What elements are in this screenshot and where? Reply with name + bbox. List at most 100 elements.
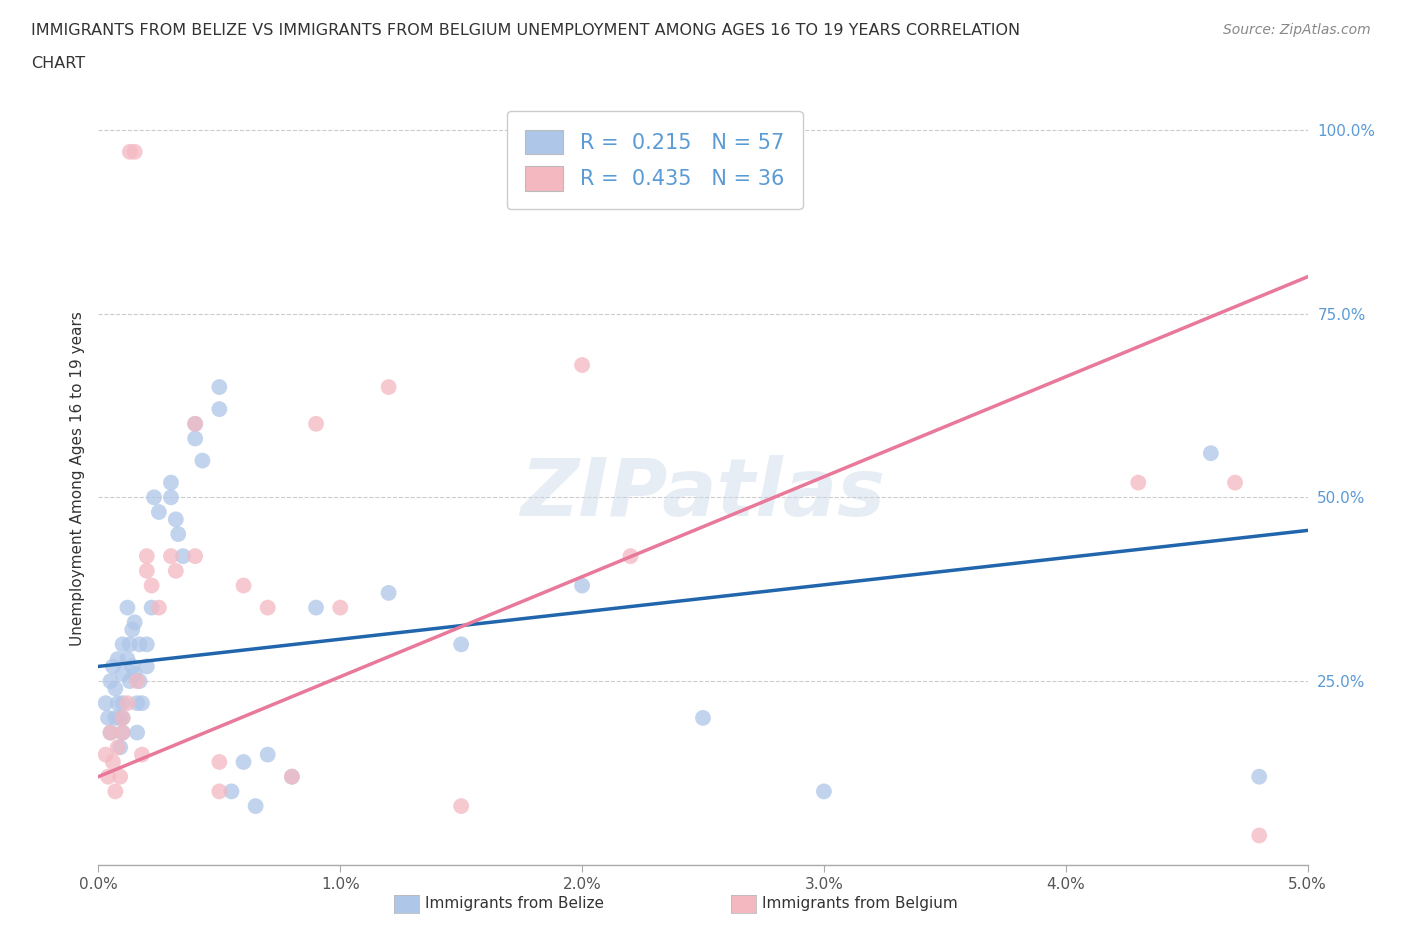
Point bbox=[1249, 769, 1271, 784]
Point bbox=[118, 637, 141, 652]
Point bbox=[97, 769, 120, 784]
Point bbox=[305, 600, 328, 615]
Point bbox=[245, 799, 267, 814]
Point bbox=[167, 526, 190, 541]
Point bbox=[104, 711, 127, 725]
Point bbox=[135, 637, 157, 652]
Point bbox=[111, 666, 134, 681]
Text: IMMIGRANTS FROM BELIZE VS IMMIGRANTS FROM BELGIUM UNEMPLOYMENT AMONG AGES 16 TO : IMMIGRANTS FROM BELIZE VS IMMIGRANTS FRO… bbox=[31, 23, 1021, 38]
Text: Source: ZipAtlas.com: Source: ZipAtlas.com bbox=[1223, 23, 1371, 37]
Point bbox=[135, 564, 157, 578]
Point bbox=[143, 490, 166, 505]
Point bbox=[121, 622, 143, 637]
Point bbox=[571, 578, 593, 593]
Point bbox=[208, 402, 231, 417]
Point bbox=[256, 600, 278, 615]
Point bbox=[165, 564, 187, 578]
Point bbox=[160, 549, 183, 564]
Point bbox=[148, 505, 170, 520]
Point bbox=[100, 673, 122, 688]
Point bbox=[1128, 475, 1150, 490]
Point bbox=[184, 417, 207, 432]
Point bbox=[104, 784, 127, 799]
Point bbox=[184, 432, 207, 446]
Point bbox=[124, 666, 146, 681]
Point bbox=[101, 659, 124, 674]
Text: Immigrants from Belize: Immigrants from Belize bbox=[425, 897, 603, 911]
Point bbox=[127, 725, 149, 740]
Point bbox=[97, 711, 120, 725]
Text: ZIPatlas: ZIPatlas bbox=[520, 456, 886, 534]
Point bbox=[619, 549, 641, 564]
Point bbox=[94, 747, 117, 762]
Point bbox=[208, 754, 231, 769]
Point bbox=[208, 379, 231, 394]
Point bbox=[256, 747, 278, 762]
Point bbox=[135, 659, 157, 674]
Legend: R =  0.215   N = 57, R =  0.435   N = 36: R = 0.215 N = 57, R = 0.435 N = 36 bbox=[506, 112, 803, 209]
Point bbox=[128, 673, 150, 688]
Text: Immigrants from Belgium: Immigrants from Belgium bbox=[762, 897, 957, 911]
Point bbox=[148, 600, 170, 615]
Point bbox=[127, 696, 149, 711]
Point bbox=[128, 637, 150, 652]
Point bbox=[232, 578, 254, 593]
Point bbox=[305, 417, 328, 432]
Point bbox=[104, 681, 127, 696]
Point bbox=[108, 769, 131, 784]
Point bbox=[571, 357, 593, 372]
Point bbox=[111, 725, 134, 740]
Point bbox=[111, 696, 134, 711]
Point bbox=[160, 475, 183, 490]
Point bbox=[124, 144, 146, 159]
Point bbox=[160, 490, 183, 505]
Point bbox=[184, 549, 207, 564]
Point bbox=[108, 711, 131, 725]
Point bbox=[1199, 445, 1222, 460]
Point bbox=[208, 784, 231, 799]
Point bbox=[281, 769, 304, 784]
Y-axis label: Unemployment Among Ages 16 to 19 years: Unemployment Among Ages 16 to 19 years bbox=[69, 312, 84, 646]
Point bbox=[121, 659, 143, 674]
Point bbox=[450, 799, 472, 814]
Point bbox=[111, 637, 134, 652]
Point bbox=[117, 696, 139, 711]
Point bbox=[100, 725, 122, 740]
Point bbox=[221, 784, 243, 799]
Point bbox=[377, 379, 399, 394]
Point bbox=[450, 637, 472, 652]
Point bbox=[281, 769, 304, 784]
Point bbox=[184, 417, 207, 432]
Point bbox=[1249, 828, 1271, 843]
Point bbox=[813, 784, 835, 799]
Point bbox=[141, 578, 163, 593]
Point bbox=[94, 696, 117, 711]
Point bbox=[232, 754, 254, 769]
Point bbox=[141, 600, 163, 615]
Point bbox=[117, 652, 139, 667]
Point bbox=[101, 754, 124, 769]
Point bbox=[111, 711, 134, 725]
Point bbox=[165, 512, 187, 526]
Point bbox=[172, 549, 194, 564]
Point bbox=[127, 673, 149, 688]
Point bbox=[100, 725, 122, 740]
Point bbox=[111, 711, 134, 725]
Point bbox=[1223, 475, 1246, 490]
Point bbox=[117, 600, 139, 615]
Point bbox=[191, 453, 214, 468]
Point bbox=[692, 711, 714, 725]
Point bbox=[377, 586, 399, 601]
Point bbox=[111, 725, 134, 740]
Text: CHART: CHART bbox=[31, 56, 84, 71]
Point bbox=[131, 696, 153, 711]
Point bbox=[131, 747, 153, 762]
Point bbox=[124, 615, 146, 630]
Point bbox=[329, 600, 352, 615]
Point bbox=[118, 673, 141, 688]
Point bbox=[108, 740, 131, 755]
Point bbox=[107, 652, 129, 667]
Point bbox=[118, 144, 141, 159]
Point bbox=[107, 740, 129, 755]
Point bbox=[107, 696, 129, 711]
